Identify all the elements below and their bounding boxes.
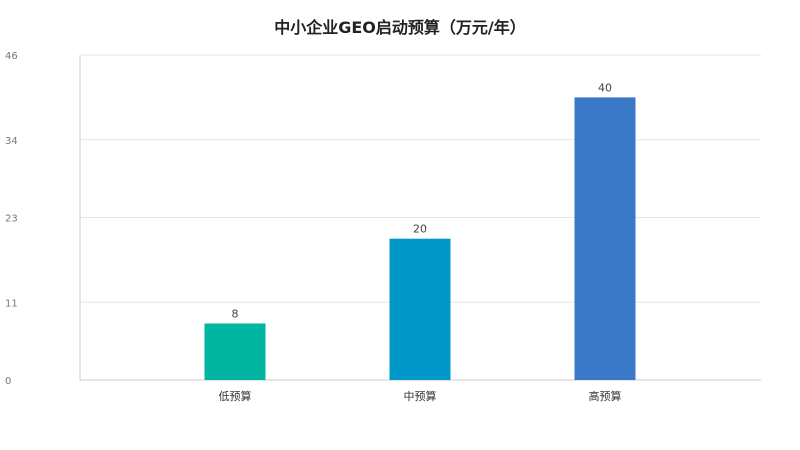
y-tick-label: 46 [5, 51, 18, 62]
x-tick-label: 高预算 [589, 389, 622, 403]
y-tick-label: 11 [5, 298, 18, 309]
bar-value-label: 8 [232, 307, 239, 320]
x-tick-label: 低预算 [219, 389, 252, 403]
bar [204, 323, 266, 380]
y-tick-label: 34 [5, 136, 18, 147]
x-tick-label: 中预算 [404, 389, 437, 403]
x-axis-ticks: 低预算 中预算 高预算 [219, 389, 622, 403]
data-labels: 8 20 40 [232, 81, 613, 320]
chart-title: 中小企业GEO启动预算（万元/年） [274, 18, 526, 37]
y-tick-label: 23 [5, 214, 18, 225]
bar [389, 238, 451, 380]
y-tick-label: 0 [5, 376, 11, 387]
bar [574, 97, 636, 381]
bar-value-label: 40 [598, 81, 612, 94]
y-axis-ticks: 0 11 23 34 46 [5, 51, 18, 387]
bar-value-label: 20 [413, 223, 427, 236]
bars [204, 97, 636, 381]
